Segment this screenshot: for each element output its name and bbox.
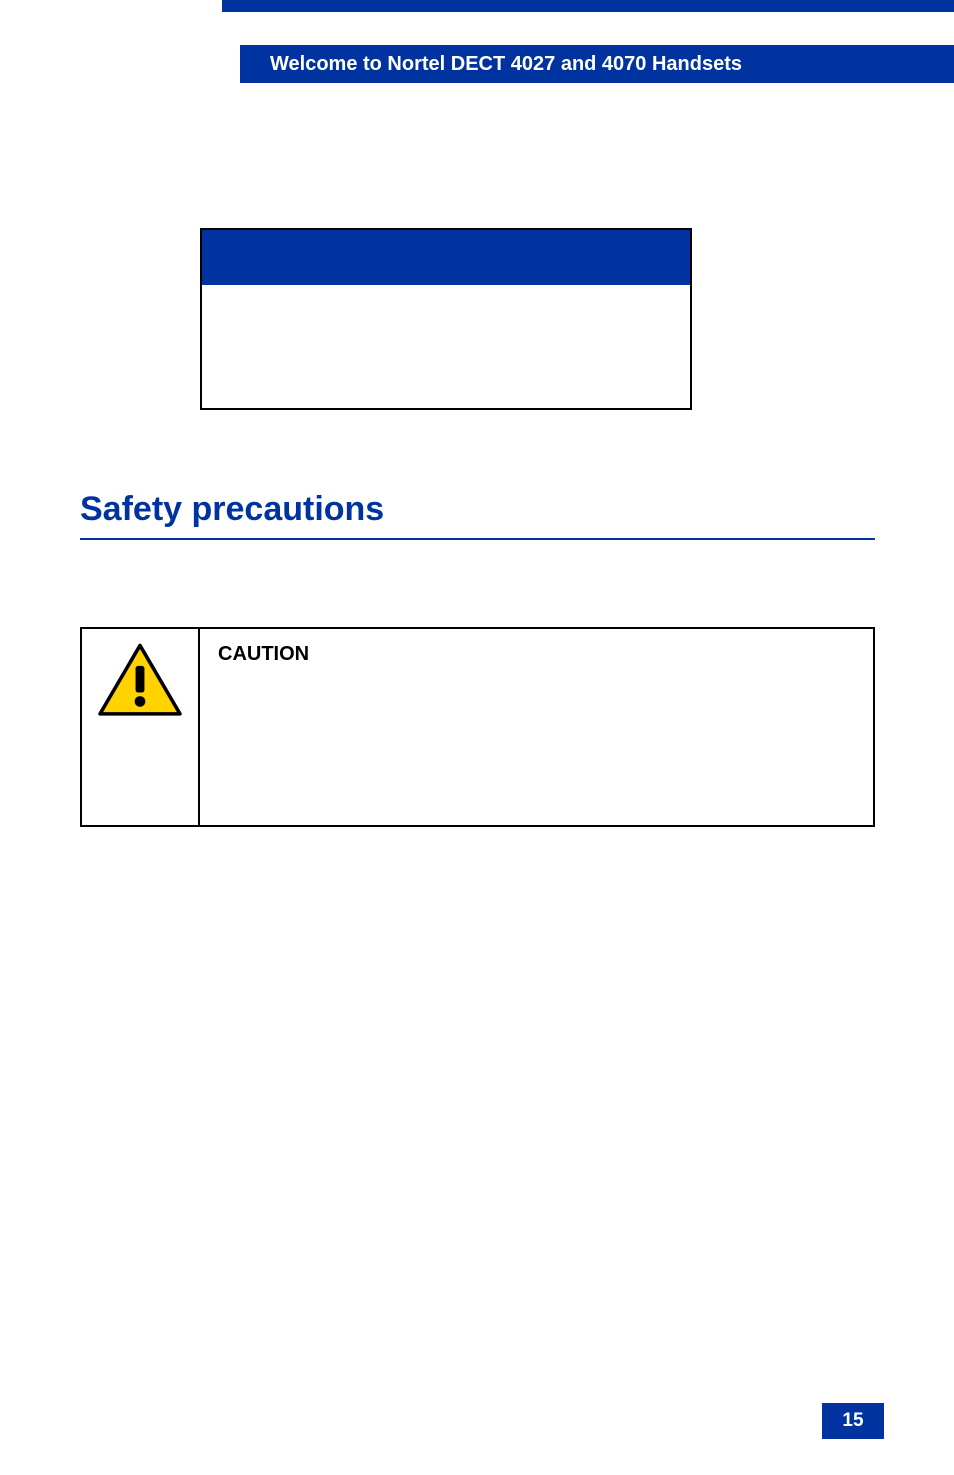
page-number-box: 15	[822, 1403, 884, 1439]
section-heading: Safety precautions	[80, 490, 384, 529]
caution-text-cell: CAUTION	[200, 629, 873, 825]
top-spine-bar	[222, 0, 954, 12]
note-box	[200, 228, 692, 410]
caution-icon-cell	[82, 629, 200, 825]
note-box-body	[202, 285, 690, 408]
note-box-header	[202, 230, 690, 285]
caution-box: CAUTION	[80, 627, 875, 827]
warning-triangle-icon	[95, 641, 185, 721]
header-title: Welcome to Nortel DECT 4027 and 4070 Han…	[270, 53, 742, 76]
caution-label: CAUTION	[218, 643, 309, 665]
header-bar: Welcome to Nortel DECT 4027 and 4070 Han…	[240, 45, 954, 83]
page-number: 15	[842, 1410, 863, 1432]
section-underline	[80, 538, 875, 540]
